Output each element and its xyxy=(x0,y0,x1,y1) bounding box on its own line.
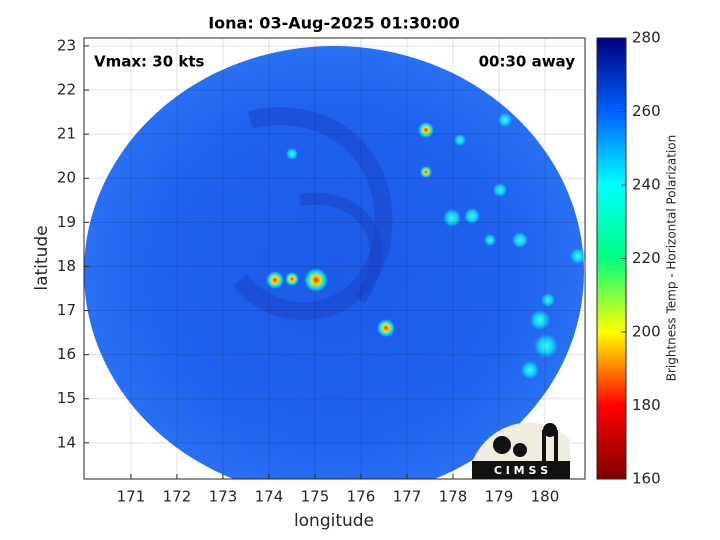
cimss-logo: C I M S S xyxy=(472,422,570,479)
y-tick-label: 23 xyxy=(57,36,76,54)
colorbar-tick-label: 280 xyxy=(632,29,661,47)
chart-title: Iona: 03-Aug-2025 01:30:00 xyxy=(208,14,460,33)
colorbar-tick-label: 260 xyxy=(632,102,661,120)
x-tick-label: 177 xyxy=(393,488,422,506)
x-tick-label: 171 xyxy=(117,488,146,506)
y-tick-label: 19 xyxy=(57,213,76,231)
x-tick-label: 178 xyxy=(439,488,468,506)
y-tick-label: 15 xyxy=(57,389,76,407)
colorbar-tick-label: 180 xyxy=(632,396,661,414)
plot-frame xyxy=(83,37,586,480)
x-tick-label: 179 xyxy=(485,488,514,506)
y-tick-label: 17 xyxy=(57,301,76,319)
x-tick-label: 175 xyxy=(301,488,330,506)
satellite-image xyxy=(84,46,585,479)
colorbar-tick-label: 220 xyxy=(632,249,661,267)
colorbar-tick-label: 200 xyxy=(632,323,661,341)
y-tick-label: 21 xyxy=(57,125,76,143)
colorbar-tick-label: 240 xyxy=(632,176,661,194)
y-tick-label: 16 xyxy=(57,345,76,363)
y-tick-label: 20 xyxy=(57,169,76,187)
x-tick-label: 180 xyxy=(531,488,560,506)
annotation: 00:30 away xyxy=(479,53,576,71)
colorbar-tick-label: 160 xyxy=(632,470,661,488)
y-tick-label: 22 xyxy=(57,81,76,99)
y-tick-label: 14 xyxy=(57,433,76,451)
x-tick-label: 176 xyxy=(347,488,376,506)
colorbar-label: Brightness Temp - Horizontal Polarizatio… xyxy=(665,135,679,382)
x-axis-label: longitude xyxy=(294,511,374,531)
x-tick-label: 172 xyxy=(163,488,192,506)
x-tick-label: 174 xyxy=(255,488,284,506)
y-tick-label: 18 xyxy=(57,257,76,275)
logo-text: C I M S S xyxy=(494,464,548,477)
y-axis-label: latitude xyxy=(32,225,52,290)
annotation: Vmax: 30 kts xyxy=(94,53,204,71)
x-tick-label: 173 xyxy=(209,488,238,506)
